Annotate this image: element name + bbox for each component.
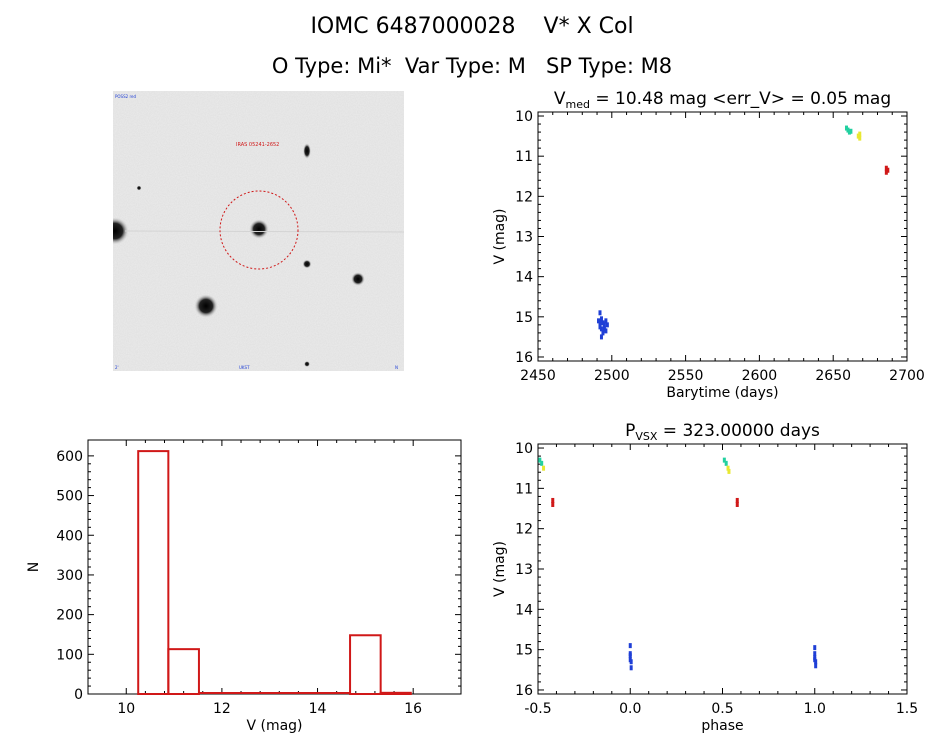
y-tick-label: 15 bbox=[515, 643, 533, 659]
data-point bbox=[813, 655, 817, 661]
y-tick-label: 16 bbox=[515, 683, 533, 699]
data-point bbox=[598, 320, 602, 326]
data-point bbox=[858, 131, 862, 137]
data-point bbox=[849, 128, 853, 134]
data-point bbox=[542, 465, 546, 471]
x-axis-label: V (mag) bbox=[246, 718, 302, 734]
histogram-bar bbox=[167, 648, 200, 696]
x-tick-label: 12 bbox=[213, 701, 231, 717]
y-tick-label: 100 bbox=[56, 647, 83, 663]
data-point bbox=[727, 468, 731, 474]
x-tick-label: 2450 bbox=[520, 368, 556, 384]
data-point bbox=[540, 460, 544, 466]
data-point bbox=[551, 497, 555, 503]
y-tick-label: 14 bbox=[515, 270, 533, 286]
data-point bbox=[599, 316, 603, 322]
finder-corner-label: POSS2 red bbox=[115, 94, 136, 99]
y-tick-label: 13 bbox=[515, 562, 533, 578]
finder-orientation-label: N bbox=[395, 365, 398, 370]
y-axis-label: V (mag) bbox=[492, 208, 508, 264]
data-point bbox=[599, 334, 603, 340]
data-point bbox=[735, 497, 739, 503]
y-tick-label: 0 bbox=[74, 687, 83, 703]
data-point bbox=[814, 659, 818, 665]
y-tick-label: 11 bbox=[515, 149, 533, 165]
star-type-subtitle: O Type: Mi* Var Type: M SP Type: M8 bbox=[271, 54, 673, 78]
y-tick-label: 10 bbox=[515, 109, 533, 125]
data-point bbox=[628, 653, 632, 659]
data-point bbox=[605, 322, 609, 328]
x-tick-label: 10 bbox=[117, 701, 135, 717]
data-point bbox=[724, 460, 728, 466]
data-point bbox=[813, 651, 817, 657]
y-tick-label: 12 bbox=[515, 189, 533, 205]
y-axis-label: V (mag) bbox=[492, 541, 508, 597]
star-id-title: IOMC 6487000028 V* X Col bbox=[310, 14, 634, 39]
x-tick-label: 2500 bbox=[594, 368, 630, 384]
data-point bbox=[604, 328, 608, 334]
data-point bbox=[629, 659, 633, 665]
y-tick-label: 13 bbox=[515, 230, 533, 246]
plot-frame bbox=[537, 111, 908, 362]
target-circle bbox=[219, 190, 299, 270]
x-tick-label: 1.5 bbox=[896, 701, 918, 717]
y-tick-label: 300 bbox=[56, 568, 83, 584]
x-tick-label: 0.5 bbox=[711, 701, 733, 717]
data-point bbox=[551, 501, 555, 507]
y-axis-label: N bbox=[26, 562, 42, 572]
data-point bbox=[602, 322, 606, 328]
histogram-bar bbox=[379, 691, 412, 696]
target-label: IRAS 05241-2652 bbox=[236, 142, 279, 148]
data-point bbox=[628, 643, 632, 649]
plot-frame bbox=[87, 439, 462, 695]
x-tick-label: 2600 bbox=[742, 368, 778, 384]
finder-bottom-label: UKST bbox=[239, 365, 250, 370]
data-point bbox=[599, 326, 603, 332]
x-tick-label: 14 bbox=[309, 701, 327, 717]
x-tick-label: 2550 bbox=[668, 368, 704, 384]
y-tick-label: 14 bbox=[515, 602, 533, 618]
plot-frame bbox=[537, 443, 908, 695]
data-point bbox=[629, 665, 633, 671]
x-tick-label: -0.5 bbox=[524, 701, 551, 717]
x-tick-label: 16 bbox=[404, 701, 422, 717]
y-tick-label: 11 bbox=[515, 481, 533, 497]
data-point bbox=[814, 663, 818, 669]
x-tick-label: 2650 bbox=[815, 368, 851, 384]
chart-title: PVSX = 323.00000 days bbox=[625, 421, 820, 443]
data-point bbox=[813, 645, 817, 651]
y-tick-label: 16 bbox=[515, 350, 533, 366]
x-tick-label: 1.0 bbox=[804, 701, 826, 717]
x-tick-label: 0.0 bbox=[619, 701, 641, 717]
y-tick-label: 200 bbox=[56, 608, 83, 624]
data-point bbox=[722, 457, 726, 463]
data-point bbox=[726, 465, 730, 471]
y-tick-label: 400 bbox=[56, 528, 83, 544]
data-point bbox=[538, 457, 542, 463]
data-point bbox=[735, 501, 739, 507]
y-tick-label: 500 bbox=[56, 489, 83, 505]
y-tick-label: 15 bbox=[515, 310, 533, 326]
data-point bbox=[601, 330, 605, 336]
finder-chart-image: IRAS 05241-2652 POSS2 red 2' UKST N bbox=[101, 91, 410, 371]
x-axis-label: Barytime (days) bbox=[666, 385, 778, 401]
y-tick-label: 600 bbox=[56, 449, 83, 465]
histogram-bar bbox=[349, 634, 382, 696]
chart-title: Vmed = 10.48 mag <err_V> = 0.05 mag bbox=[554, 89, 891, 111]
histogram-bar bbox=[137, 450, 170, 695]
data-point bbox=[858, 135, 862, 141]
data-point bbox=[598, 310, 602, 316]
data-point bbox=[886, 167, 890, 173]
y-tick-label: 12 bbox=[515, 522, 533, 538]
data-point bbox=[604, 318, 608, 324]
y-tick-label: 10 bbox=[515, 441, 533, 457]
finder-scale-label: 2' bbox=[115, 365, 119, 370]
x-tick-label: 2700 bbox=[889, 368, 925, 384]
x-axis-label: phase bbox=[701, 718, 743, 734]
